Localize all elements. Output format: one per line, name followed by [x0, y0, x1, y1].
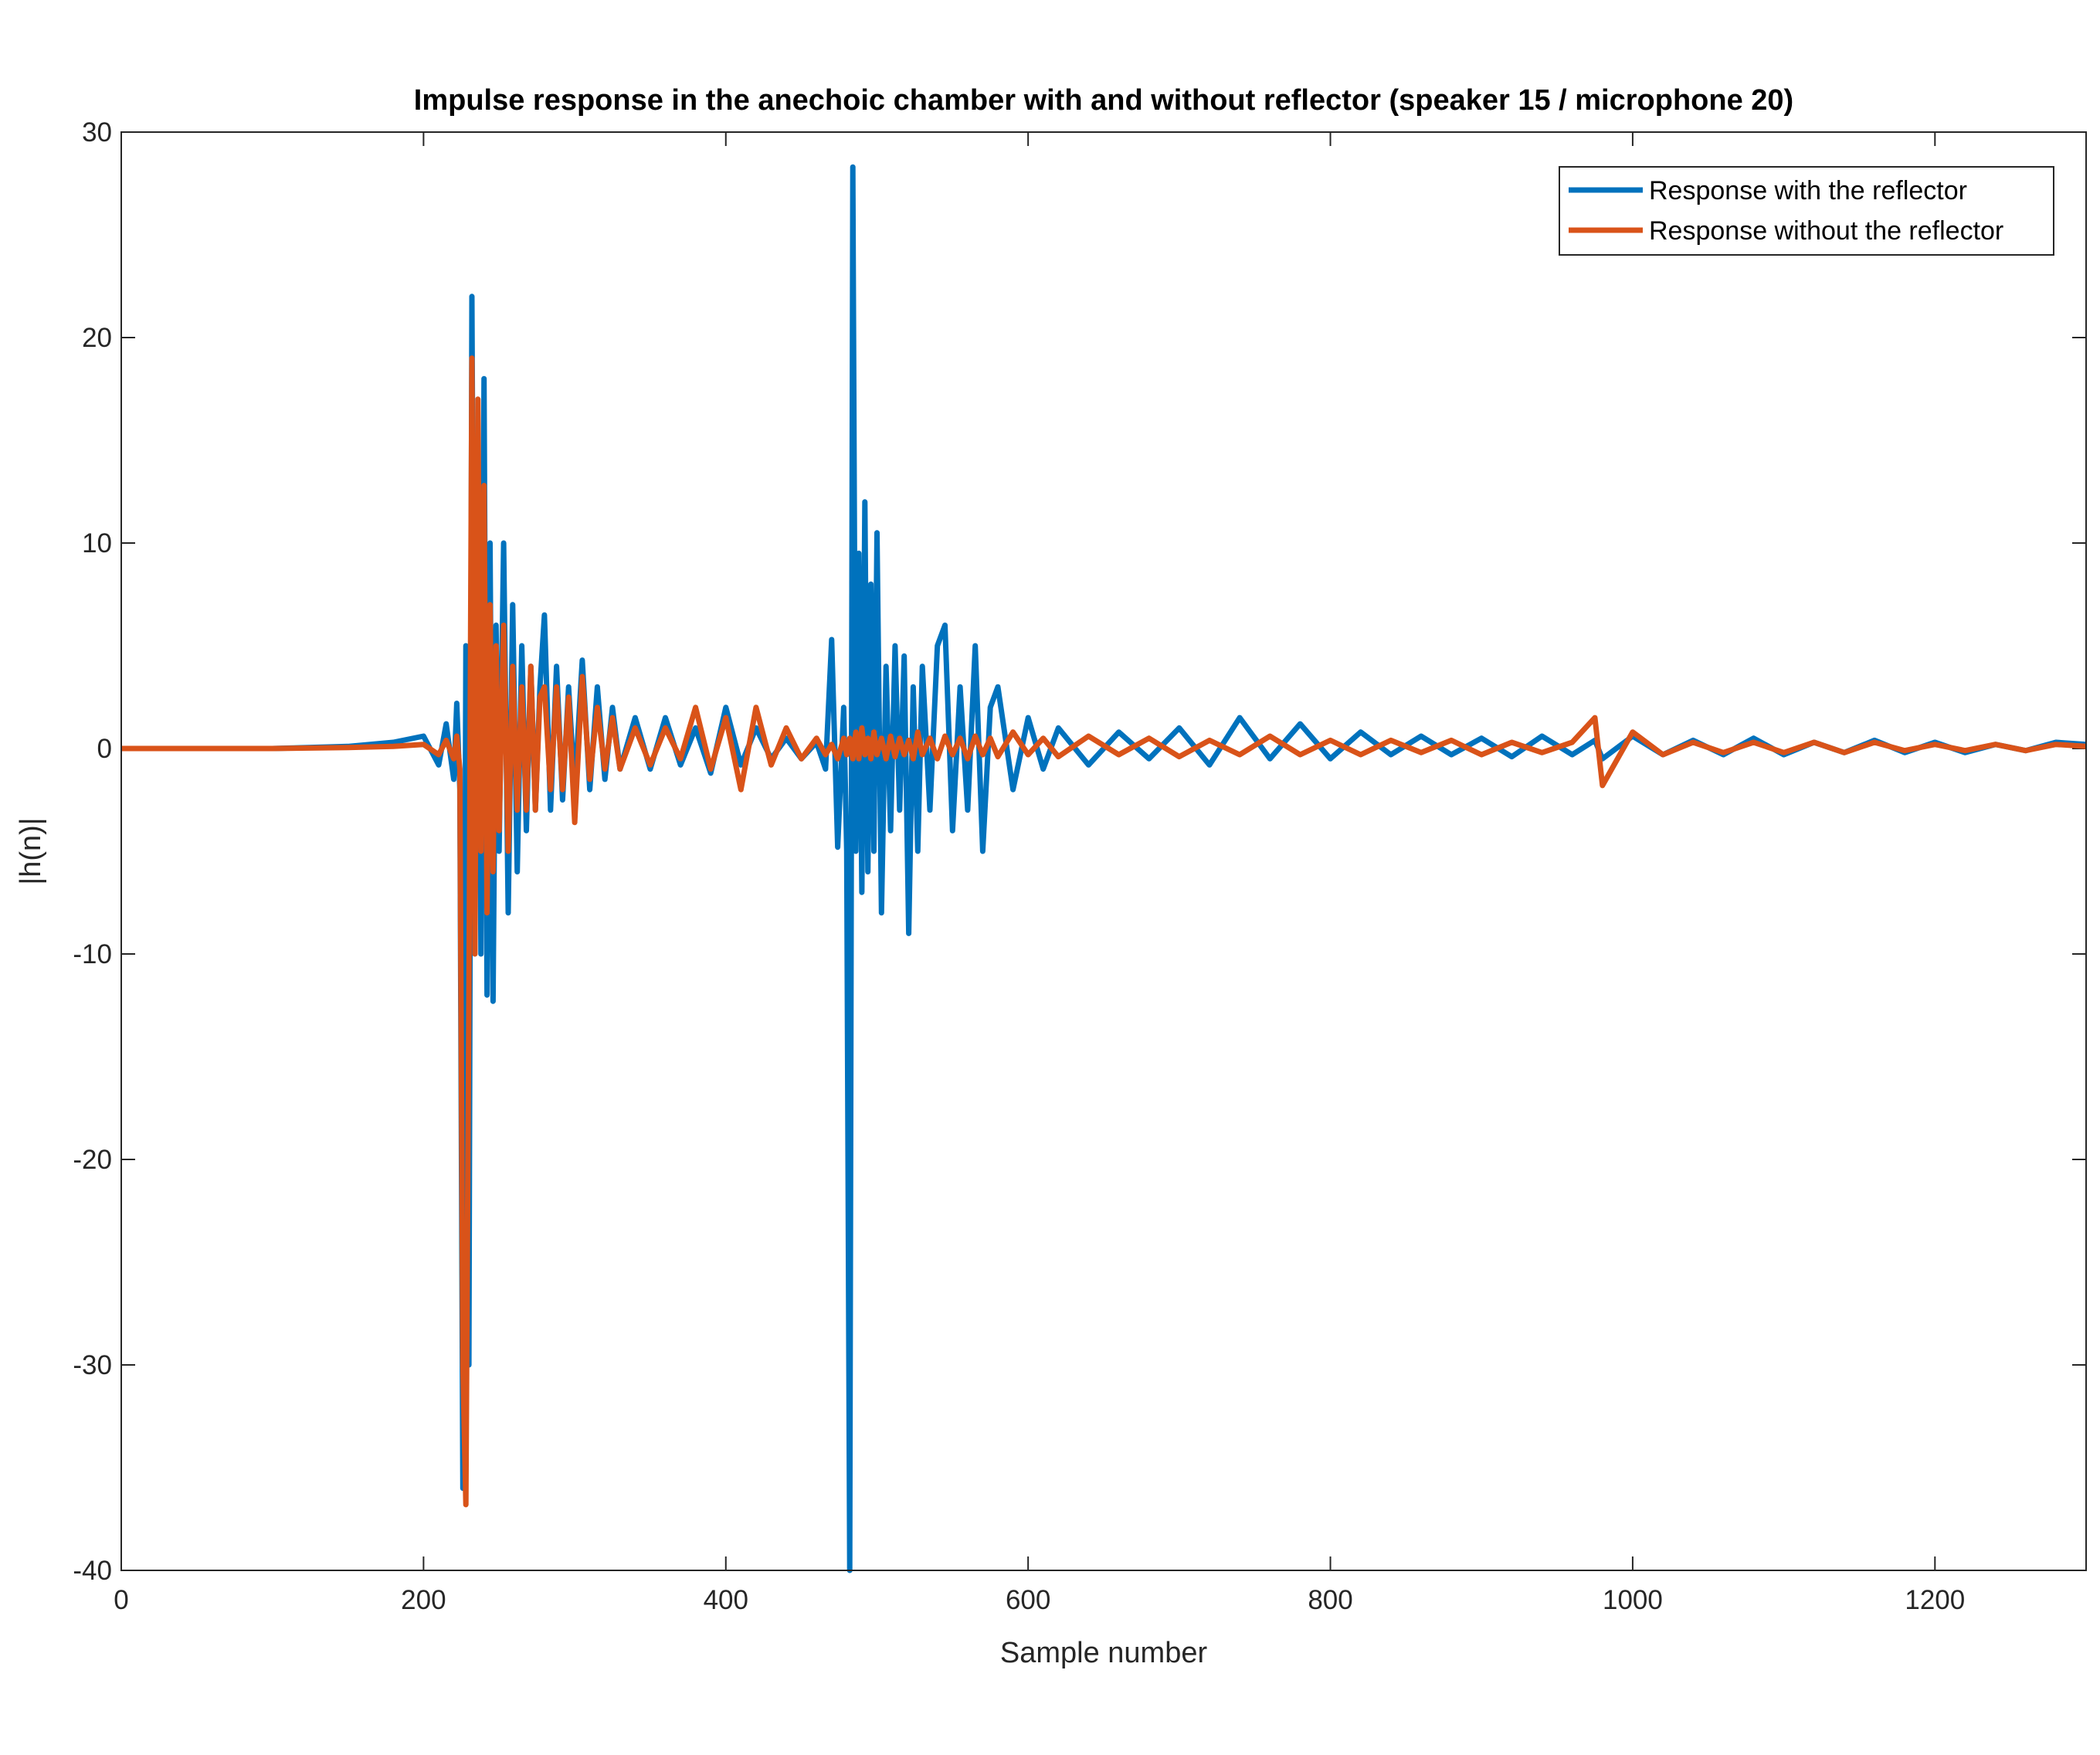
axes-box	[120, 131, 2087, 1571]
x-axis-label: Sample number	[1000, 1637, 1208, 1669]
legend-box	[1559, 166, 2054, 256]
y-tick-label: 20	[82, 323, 112, 353]
y-axis-label: |h(n)|	[15, 817, 47, 884]
x-tick-label: 0	[114, 1585, 128, 1615]
y-tick-label: 30	[82, 117, 112, 148]
legend-label: Response without the reflector	[1649, 216, 2003, 246]
y-tick-label: -20	[73, 1145, 112, 1175]
y-tick-label: -40	[73, 1556, 112, 1586]
y-tick-label: 10	[82, 528, 112, 558]
chart-title: Impulse response in the anechoic chamber…	[414, 84, 1793, 117]
legend-label: Response with the reflector	[1649, 176, 1967, 205]
y-tick-label: -10	[73, 939, 112, 969]
y-tick-label: 0	[97, 734, 112, 764]
x-tick-label: 600	[1006, 1585, 1050, 1615]
y-tick-label: -30	[73, 1350, 112, 1380]
x-tick-label: 1000	[1603, 1585, 1663, 1615]
x-tick-label: 200	[401, 1585, 446, 1615]
data-line	[121, 355, 2087, 1508]
x-tick-label: 800	[1308, 1585, 1352, 1615]
x-tick-label: 400	[704, 1585, 748, 1615]
x-tick-label: 1200	[1905, 1585, 1965, 1615]
